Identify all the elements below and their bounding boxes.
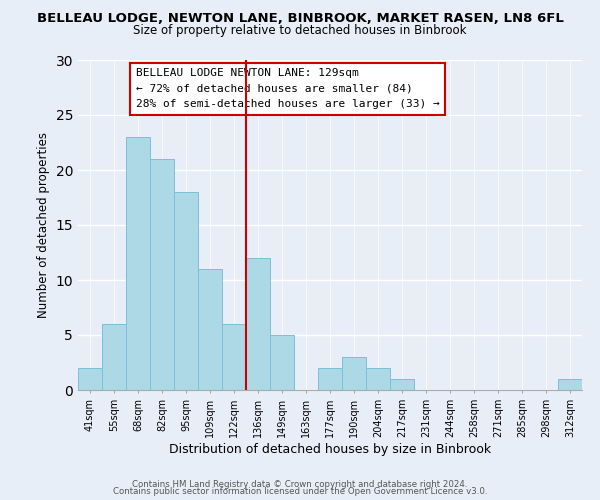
- X-axis label: Distribution of detached houses by size in Binbrook: Distribution of detached houses by size …: [169, 442, 491, 456]
- Bar: [342, 357, 366, 390]
- Bar: [198, 269, 222, 390]
- Y-axis label: Number of detached properties: Number of detached properties: [37, 132, 50, 318]
- Bar: [318, 368, 342, 390]
- Bar: [246, 258, 270, 390]
- Bar: [222, 324, 246, 390]
- Text: Contains HM Land Registry data © Crown copyright and database right 2024.: Contains HM Land Registry data © Crown c…: [132, 480, 468, 489]
- Bar: [558, 379, 582, 390]
- Text: BELLEAU LODGE, NEWTON LANE, BINBROOK, MARKET RASEN, LN8 6FL: BELLEAU LODGE, NEWTON LANE, BINBROOK, MA…: [37, 12, 563, 26]
- Text: BELLEAU LODGE NEWTON LANE: 129sqm
← 72% of detached houses are smaller (84)
28% : BELLEAU LODGE NEWTON LANE: 129sqm ← 72% …: [136, 68, 440, 110]
- Text: Size of property relative to detached houses in Binbrook: Size of property relative to detached ho…: [133, 24, 467, 37]
- Bar: [102, 324, 126, 390]
- Bar: [270, 335, 294, 390]
- Bar: [126, 137, 150, 390]
- Bar: [366, 368, 390, 390]
- Bar: [150, 159, 174, 390]
- Bar: [390, 379, 414, 390]
- Bar: [174, 192, 198, 390]
- Bar: [78, 368, 102, 390]
- Text: Contains public sector information licensed under the Open Government Licence v3: Contains public sector information licen…: [113, 488, 487, 496]
